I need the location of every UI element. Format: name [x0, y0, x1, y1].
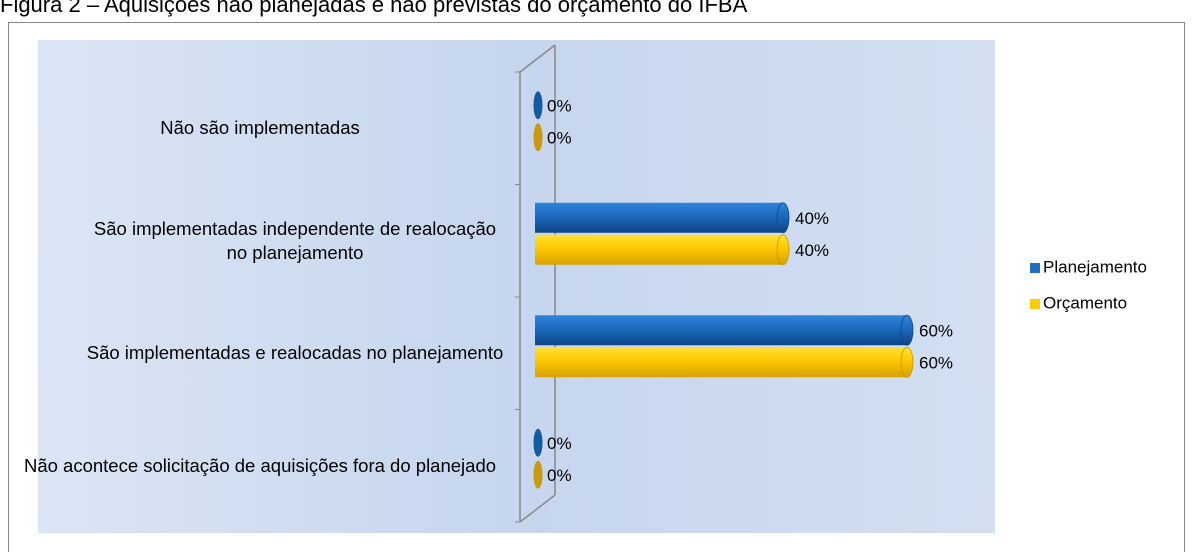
bar: [533, 428, 543, 457]
category-label: São implementadas e realocadas no planej…: [86, 342, 504, 364]
bar: [535, 347, 907, 378]
bar-cap: [776, 202, 790, 234]
legend-label: Planejamento: [1043, 257, 1147, 276]
plot-area: [38, 40, 995, 533]
bar-cap: [776, 234, 790, 266]
category-label: Não acontece solicitação de aquisições f…: [23, 454, 497, 476]
value-label: 0%: [547, 434, 572, 453]
value-label: 0%: [547, 97, 572, 116]
value-label: 40%: [795, 241, 829, 260]
frame: [8, 22, 1185, 552]
value-label: 0%: [547, 466, 572, 485]
legend-label: Orçamento: [1043, 293, 1127, 312]
bar: [535, 234, 783, 265]
bar: [535, 315, 907, 346]
chart-title: Figura 2 – Aquisições não planejadas e n…: [0, 0, 748, 17]
bar: [533, 460, 543, 489]
value-label: 0%: [547, 129, 572, 148]
bar: [533, 91, 543, 120]
legend-swatch: [1030, 299, 1040, 309]
bar: [535, 202, 783, 233]
category-label: São implementadas independente de realoc…: [93, 217, 497, 263]
bar-cap: [900, 346, 914, 378]
bar-cap: [900, 314, 914, 346]
value-label: 60%: [919, 354, 953, 373]
value-label: 40%: [795, 209, 829, 228]
category-label: Não são implementadas: [160, 117, 360, 139]
bar: [533, 123, 543, 152]
value-label: 60%: [919, 322, 953, 341]
legend-swatch: [1030, 263, 1040, 273]
